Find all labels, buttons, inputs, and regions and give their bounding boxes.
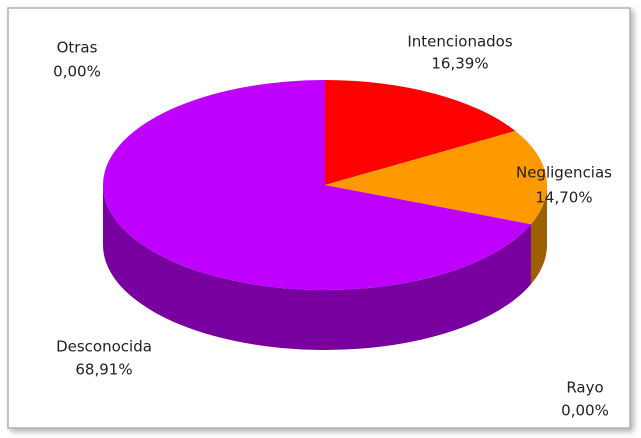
slice-label: Desconocida (56, 338, 152, 356)
slice-value-label: 68,91% (75, 361, 132, 379)
pie-sides (103, 185, 547, 351)
slice (103, 80, 531, 290)
slice-value-label: 0,00% (53, 63, 101, 81)
slice-value-label: 14,70% (535, 189, 592, 207)
slice-side (103, 185, 531, 351)
pie (103, 80, 547, 351)
slice-value-label: 0,00% (561, 402, 609, 420)
slice-label: Intencionados (407, 33, 513, 51)
slice-label: Negligencias (516, 164, 612, 182)
slice (325, 80, 516, 185)
slice (325, 130, 547, 225)
pie-tops (103, 80, 547, 290)
slice-value-label: 16,39% (431, 55, 488, 73)
slice-label: Rayo (566, 379, 603, 397)
slice-label: Otras (57, 39, 98, 57)
slice-side (530, 185, 547, 285)
